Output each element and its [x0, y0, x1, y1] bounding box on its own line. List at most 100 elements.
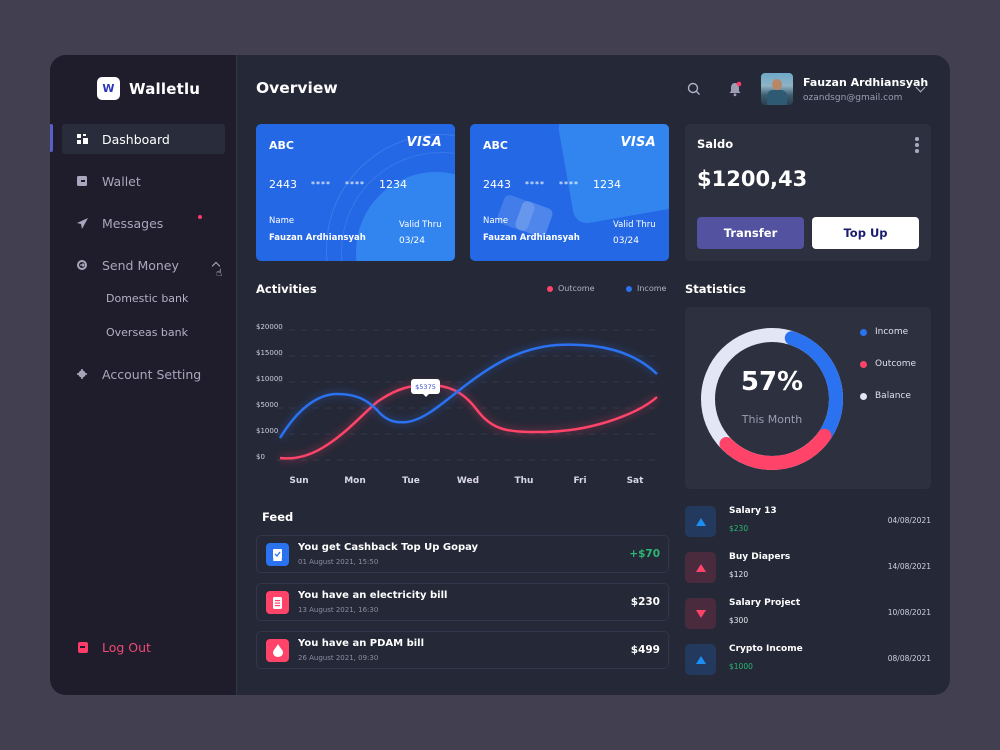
card-number-first: 2443: [269, 178, 297, 191]
credit-card-2[interactable]: ABC VISA 2443 **** **** 1234 Name Fauzan…: [470, 124, 669, 261]
sidebar-item-label: Wallet: [102, 173, 141, 189]
feed-item-title: You have an electricity bill: [298, 590, 448, 601]
legend-income: Income: [860, 327, 908, 337]
card-number-mask: ****: [525, 180, 545, 189]
legend-dot: [860, 328, 867, 336]
feed-item-title: You have an PDAM bill: [298, 638, 425, 649]
visa-logo: VISA: [406, 135, 442, 150]
logout-label: Log Out: [102, 640, 151, 655]
balance-amount: $1200,43: [697, 167, 808, 191]
activities-line-chart[interactable]: [237, 310, 677, 510]
legend-dot: [547, 285, 553, 292]
app-name: Walletlu: [129, 79, 201, 98]
feed-item-date: 01 August 2021, 15:50: [298, 558, 379, 566]
transaction-title: Salary Project: [729, 598, 801, 608]
gear-icon: [76, 368, 88, 380]
transaction-amount: $300: [729, 616, 749, 625]
more-options-icon[interactable]: [915, 137, 919, 153]
bill-document-icon: [266, 591, 289, 614]
legend-dot: [626, 285, 632, 292]
app-logo[interactable]: W Walletlu: [97, 77, 200, 100]
x-tick: Sat: [626, 476, 644, 486]
transaction-title: Crypto Income: [729, 644, 803, 654]
feed-item-amount: +$70: [629, 548, 660, 560]
sidebar-subitem-domestic-bank[interactable]: Domestic bank: [106, 292, 189, 305]
chart-tooltip: $5375: [411, 379, 440, 394]
top-up-button[interactable]: Top Up: [812, 217, 919, 249]
card-number-mask: ****: [559, 180, 579, 189]
statistics-donut-chart[interactable]: [699, 326, 845, 472]
transaction-amount: $120: [729, 570, 749, 579]
grid-lines: [277, 329, 657, 461]
cashback-book-icon: [266, 543, 289, 566]
legend-outcome: Outcome: [860, 359, 916, 369]
arrow-up-icon: [685, 552, 716, 583]
sidebar-item-dashboard[interactable]: Dashboard: [62, 124, 225, 154]
x-tick: Tue: [402, 476, 420, 486]
active-indicator: [50, 124, 53, 152]
credit-card-1[interactable]: ABC VISA 2443 **** **** 1234 Name Fauzan…: [256, 124, 455, 261]
send-plane-icon: [76, 217, 88, 229]
feed-item-title: You get Cashback Top Up Gopay: [298, 542, 479, 553]
card-holder-name: Fauzan Ardhiansyah: [269, 233, 366, 243]
sidebar-item-wallet[interactable]: Wallet: [62, 166, 225, 196]
transaction-date: 14/08/2021: [887, 562, 931, 571]
transaction-row[interactable]: Buy Diapers $120 14/08/2021: [685, 552, 931, 584]
wallet-icon: [76, 175, 88, 187]
feed-item[interactable]: You have an electricity bill 13 August 2…: [256, 583, 669, 621]
transfer-button[interactable]: Transfer: [697, 217, 804, 249]
sidebar: W Walletlu Dashboard Wallet Messages: [50, 55, 237, 695]
card-holder-name: Fauzan Ardhiansyah: [483, 233, 580, 243]
activities-title: Activities: [256, 282, 317, 296]
legend-label: Outcome: [875, 359, 917, 369]
legend-label: Outcome: [558, 284, 595, 293]
feed-item-amount: $499: [630, 644, 660, 656]
balance-card: Saldo $1200,43 Transfer Top Up: [685, 124, 931, 261]
transaction-row[interactable]: Crypto Income $1000 08/08/2021: [685, 644, 931, 676]
transfer-icon: [76, 259, 88, 271]
transaction-date: 08/08/2021: [887, 654, 931, 663]
card-valid-label: Valid Thru: [613, 220, 656, 230]
card-number-mask: ****: [311, 180, 331, 189]
arrow-up-icon: [685, 506, 716, 537]
transaction-amount: $230: [729, 524, 749, 533]
legend-label: Balance: [875, 391, 911, 401]
transaction-row[interactable]: Salary Project $300 10/08/2021: [685, 598, 931, 630]
arrow-up-icon: [685, 644, 716, 675]
transaction-date: 10/08/2021: [887, 608, 931, 617]
sidebar-item-account-setting[interactable]: Account Setting: [62, 359, 225, 389]
legend-label: Income: [875, 327, 909, 337]
card-bank: ABC: [483, 139, 508, 152]
bell-icon[interactable]: [728, 81, 742, 97]
feed-title: Feed: [262, 510, 294, 524]
statistics-period: This Month: [741, 413, 803, 426]
x-tick: Wed: [456, 476, 480, 486]
hand-cursor-icon: ☝: [216, 268, 223, 279]
feed-item[interactable]: You get Cashback Top Up Gopay 01 August …: [256, 535, 669, 573]
card-number-first: 2443: [483, 178, 511, 191]
avatar[interactable]: [761, 73, 793, 105]
sidebar-subitem-overseas-bank[interactable]: Overseas bank: [106, 326, 188, 339]
y-tick: $0: [256, 453, 265, 461]
sidebar-item-send-money[interactable]: Send Money: [62, 250, 225, 280]
sidebar-item-label: Send Money: [102, 257, 179, 273]
logout-button[interactable]: Log Out: [78, 640, 151, 655]
card-number-last: 1234: [593, 178, 621, 191]
x-tick: Mon: [344, 476, 366, 486]
dashboard-icon: [76, 133, 88, 145]
statistics-card: 57% This Month Income Outcome Balance: [685, 307, 931, 489]
transaction-row[interactable]: Salary 13 $230 04/08/2021: [685, 506, 931, 538]
card-valid-date: 03/24: [613, 236, 639, 246]
arrow-down-icon: [685, 598, 716, 629]
visa-logo: VISA: [620, 135, 656, 150]
sidebar-item-messages[interactable]: Messages: [62, 208, 225, 238]
y-tick: $10000: [256, 375, 283, 383]
feed-item[interactable]: You have an PDAM bill 26 August 2021, 09…: [256, 631, 669, 669]
user-name: Fauzan Ardhiansyah: [803, 76, 929, 89]
sidebar-item-label: Account Setting: [102, 366, 202, 382]
legend-outcome: Outcome: [547, 284, 595, 293]
search-icon[interactable]: [687, 82, 701, 96]
y-tick: $15000: [256, 349, 283, 357]
legend-dot: [860, 360, 867, 368]
y-tick: $20000: [256, 323, 283, 331]
